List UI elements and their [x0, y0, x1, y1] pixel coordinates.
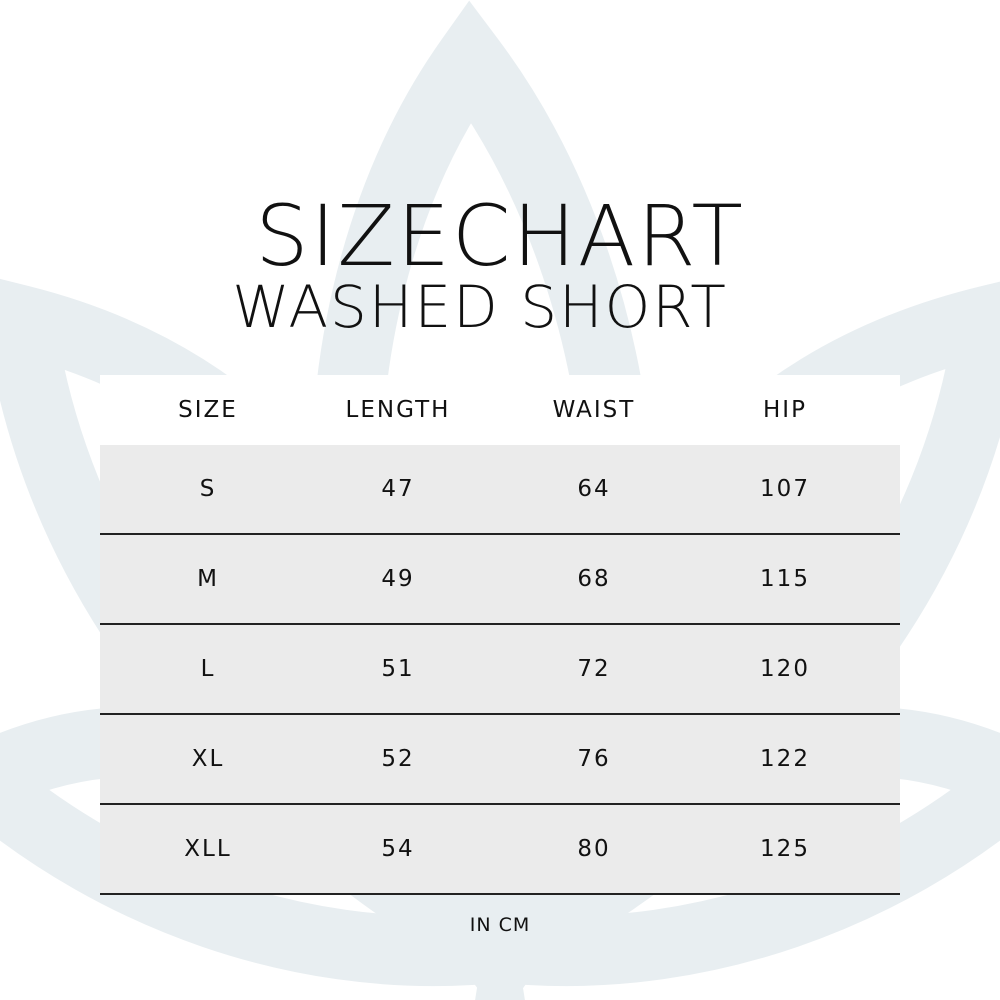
cell-length: 49	[381, 566, 415, 592]
cell-length: 47	[381, 476, 415, 502]
table-row: XLL 54 80 125	[100, 805, 900, 895]
header-length: LENGTH	[345, 397, 451, 423]
cell-waist: 72	[577, 656, 611, 682]
cell-hip: 115	[760, 566, 810, 592]
table-row: L 51 72 120	[100, 625, 900, 715]
header-hip: HIP	[763, 397, 807, 423]
cell-size: L	[200, 656, 216, 682]
cell-waist: 80	[577, 836, 611, 862]
table-header: SIZE LENGTH WAIST HIP	[100, 375, 900, 445]
cell-length: 51	[381, 656, 415, 682]
header-waist: WAIST	[552, 397, 636, 423]
cell-hip: 125	[760, 836, 810, 862]
table-row: M 49 68 115	[100, 535, 900, 625]
cell-hip: 122	[760, 746, 810, 772]
cell-size: XL	[191, 746, 225, 772]
cell-waist: 76	[577, 746, 611, 772]
cell-length: 52	[381, 746, 415, 772]
header-size: SIZE	[178, 397, 238, 423]
cell-size: M	[197, 566, 219, 592]
page-title: SIZECHART	[255, 187, 745, 285]
table-row: XL 52 76 122	[100, 715, 900, 805]
unit-note: IN CM	[469, 914, 531, 936]
size-table: SIZE LENGTH WAIST HIP S 47 64 107 M 49 68 115 L 5…	[100, 375, 900, 895]
product-name: WASHED SHORT	[232, 273, 728, 341]
cell-hip: 107	[760, 476, 810, 502]
cell-hip: 120	[760, 656, 810, 682]
table-row: S 47 64 107	[100, 445, 900, 535]
cell-size: S	[199, 476, 217, 502]
cell-length: 54	[381, 836, 415, 862]
cell-waist: 68	[577, 566, 611, 592]
cell-waist: 64	[577, 476, 611, 502]
cell-size: XLL	[184, 836, 232, 862]
